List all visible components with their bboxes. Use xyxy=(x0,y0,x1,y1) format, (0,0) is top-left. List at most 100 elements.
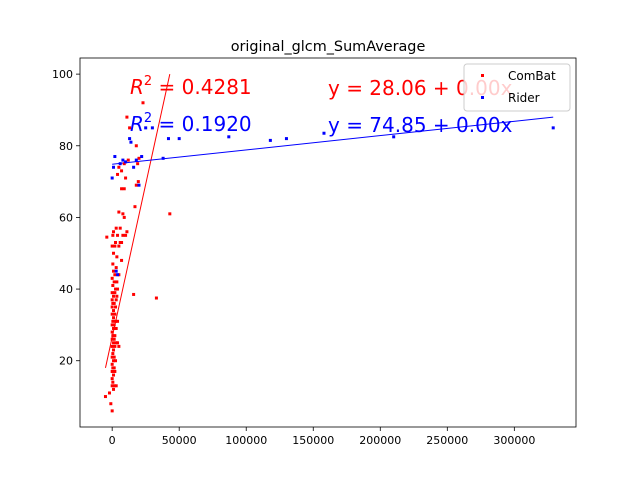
point-combat xyxy=(111,334,115,338)
legend: ComBat Rider xyxy=(463,63,571,112)
point-combat xyxy=(115,294,119,298)
point-combat xyxy=(112,294,116,298)
x-tick-label: 100000 xyxy=(225,434,267,447)
point-combat xyxy=(118,226,122,230)
point-combat xyxy=(110,298,114,302)
point-combat xyxy=(110,355,114,359)
point-rider xyxy=(112,165,116,169)
point-combat xyxy=(134,144,138,148)
point-combat xyxy=(110,369,114,373)
point-combat xyxy=(114,359,118,363)
point-combat xyxy=(113,369,117,373)
point-combat xyxy=(133,205,137,209)
point-rider xyxy=(166,137,170,141)
x-tick-label: 300000 xyxy=(493,434,535,447)
point-combat xyxy=(112,323,116,327)
point-combat xyxy=(116,319,120,323)
point-combat xyxy=(110,312,114,316)
point-combat xyxy=(109,402,113,406)
point-combat xyxy=(111,380,115,384)
rider-r2-value: 0.1920 xyxy=(182,112,252,136)
point-combat xyxy=(114,305,118,309)
legend-marker-rider xyxy=(481,96,484,99)
point-combat xyxy=(117,244,121,248)
point-combat xyxy=(110,323,114,327)
point-rider xyxy=(322,131,326,135)
legend-label-rider: Rider xyxy=(508,91,540,105)
point-combat xyxy=(134,183,138,187)
point-combat xyxy=(112,355,116,359)
point-combat xyxy=(120,187,124,191)
point-combat xyxy=(125,115,129,119)
point-combat xyxy=(110,362,114,366)
point-combat xyxy=(113,291,117,295)
point-combat xyxy=(114,384,118,388)
point-combat xyxy=(114,298,118,302)
point-rider xyxy=(113,155,117,159)
chart-title: original_glcm_SumAverage xyxy=(231,39,426,55)
point-combat xyxy=(121,212,125,216)
point-combat xyxy=(116,172,120,176)
point-combat xyxy=(136,180,140,184)
point-rider xyxy=(110,176,114,180)
point-combat xyxy=(117,210,121,214)
point-combat xyxy=(111,352,115,356)
point-rider xyxy=(129,140,133,144)
point-combat xyxy=(116,341,120,345)
point-rider xyxy=(284,137,288,141)
point-rider xyxy=(144,126,148,130)
point-combat xyxy=(141,101,145,105)
x-tick-label: 150000 xyxy=(292,434,334,447)
point-combat xyxy=(112,251,116,255)
point-rider xyxy=(161,156,165,160)
point-combat xyxy=(110,377,114,381)
point-combat xyxy=(122,162,126,166)
point-combat xyxy=(112,366,116,370)
point-combat xyxy=(110,384,114,388)
point-combat xyxy=(122,215,126,219)
point-combat xyxy=(105,235,109,239)
point-combat xyxy=(126,158,130,162)
point-rider xyxy=(114,269,118,273)
point-combat xyxy=(122,187,126,191)
point-rider xyxy=(128,137,132,141)
combat-r2-text: R2 = 0.4281 xyxy=(130,74,252,99)
fit-line-combat xyxy=(104,74,171,368)
point-combat xyxy=(111,283,115,287)
point-combat xyxy=(168,212,172,216)
point-combat xyxy=(114,319,118,323)
point-combat xyxy=(128,126,132,130)
x-axis: 0 50000 100000 150000 200000 250000 300000 xyxy=(109,427,535,447)
point-combat xyxy=(110,305,114,309)
point-rider xyxy=(124,160,128,164)
fit-line-rider xyxy=(112,116,554,165)
point-combat xyxy=(113,344,117,348)
point-combat xyxy=(113,312,117,316)
legend-box xyxy=(463,63,571,112)
point-combat xyxy=(113,273,117,277)
point-combat xyxy=(124,233,128,237)
point-combat xyxy=(112,373,116,377)
point-combat xyxy=(112,348,116,352)
point-combat xyxy=(111,262,115,266)
point-combat xyxy=(112,230,116,234)
point-combat xyxy=(112,384,116,388)
legend-label-combat: ComBat xyxy=(508,69,556,83)
point-combat xyxy=(112,326,116,330)
legend-marker-combat xyxy=(481,74,484,77)
point-rider xyxy=(392,135,396,139)
point-combat xyxy=(110,409,114,413)
point-combat xyxy=(112,309,116,313)
point-combat xyxy=(137,156,141,160)
point-rider xyxy=(132,165,136,169)
y-tick-label: 60 xyxy=(59,211,73,224)
point-combat xyxy=(125,230,129,234)
point-combat xyxy=(110,244,114,248)
rider-r2-text: R2 = 0.1920 xyxy=(130,111,252,136)
rider-annotation: R2 = 0.1920 y = 74.85 + 0.00x xyxy=(130,111,513,137)
point-rider xyxy=(227,135,231,139)
fit-lines xyxy=(104,74,554,368)
point-rider xyxy=(116,273,120,277)
point-combat xyxy=(110,344,114,348)
point-combat xyxy=(117,344,121,348)
